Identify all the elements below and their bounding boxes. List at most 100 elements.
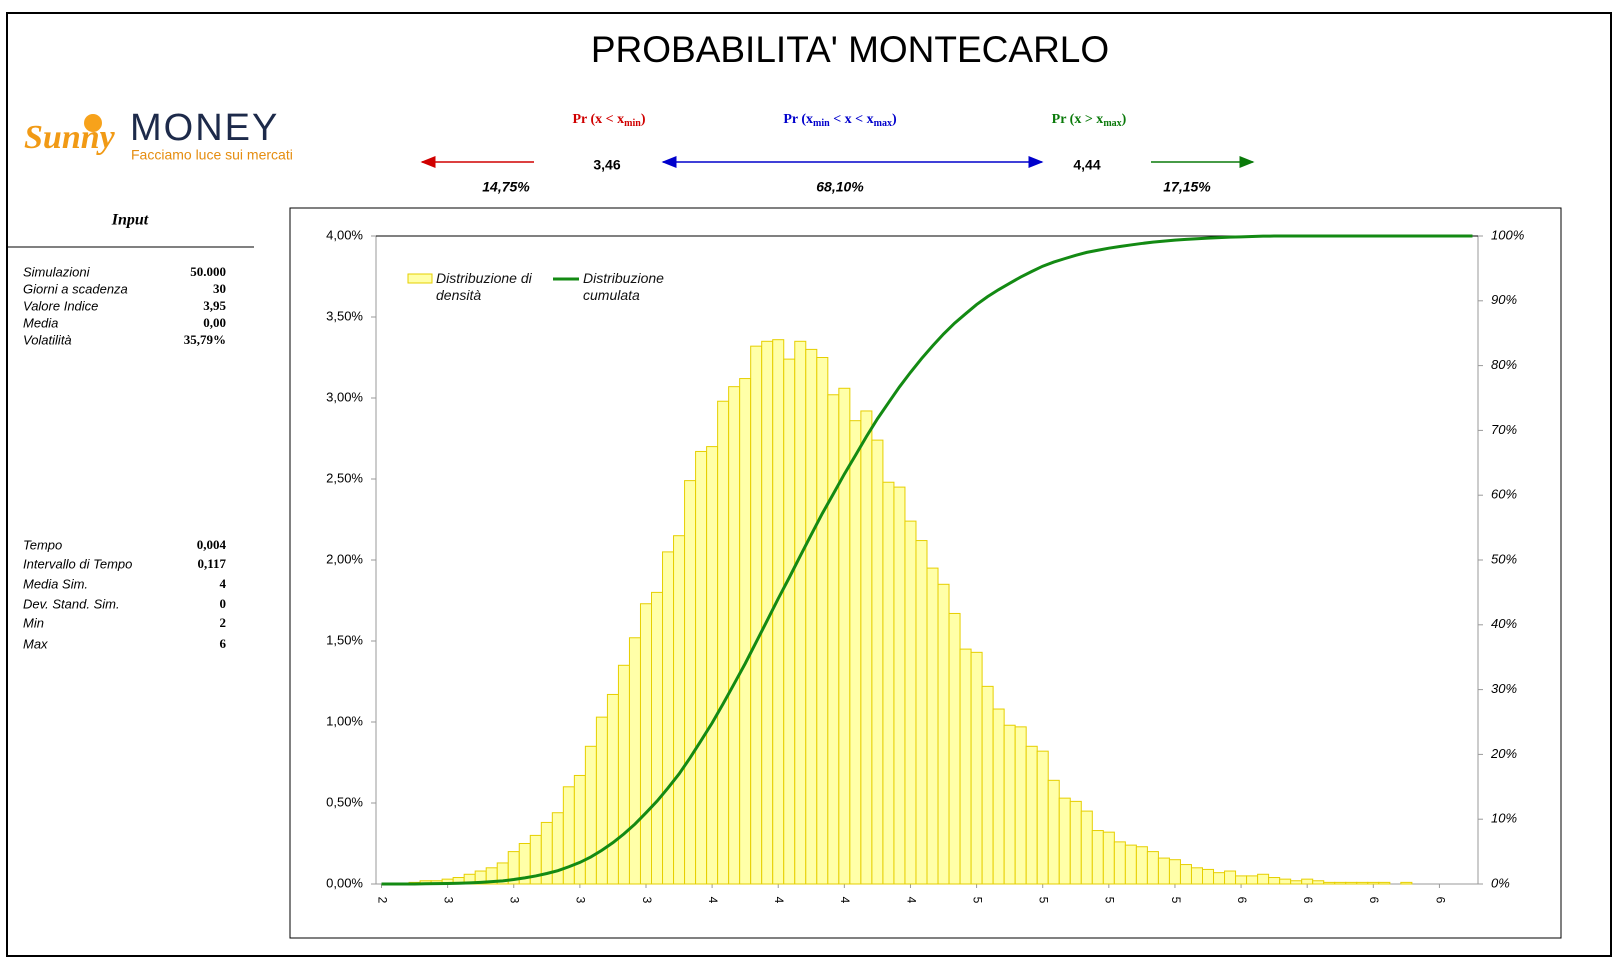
bar (860, 410, 873, 885)
bar (1323, 881, 1336, 885)
x-tick-label: 4 (904, 897, 918, 904)
bar (1268, 877, 1281, 885)
probability-label: Pr (x > xmax) (1052, 112, 1127, 129)
bar (1257, 873, 1270, 885)
bar (981, 685, 994, 885)
bar (926, 567, 939, 885)
subscript: min (813, 118, 830, 129)
input-header: Input (111, 212, 149, 229)
bar (551, 812, 564, 885)
y-tick-label: 0,50% (326, 794, 363, 809)
y2-tick-label: 20% (1490, 746, 1517, 761)
bar (893, 486, 906, 885)
x-tick-label: 3 (441, 897, 455, 904)
input-value: 0,00 (203, 315, 226, 330)
bar (992, 708, 1005, 885)
subscript: max (874, 118, 892, 129)
input-label: Volatilità (23, 332, 72, 347)
input-label: Dev. Stand. Sim. (23, 596, 120, 611)
bar (871, 439, 884, 885)
bar (1102, 831, 1115, 885)
logo-brand: Sunny (24, 119, 116, 156)
input-label: Giorni a scadenza (23, 281, 128, 296)
bar (1202, 868, 1215, 885)
bar (1014, 726, 1027, 885)
bar (739, 378, 752, 885)
y-tick-label: 2,00% (326, 551, 363, 566)
bar (794, 340, 807, 885)
bar (1224, 870, 1237, 885)
y-tick-label: 4,00% (326, 227, 363, 242)
input-value: 0,117 (197, 556, 226, 571)
probability-label: Pr (x < xmin) (573, 112, 646, 129)
input-label: Min (23, 615, 44, 630)
x-tick-label: 6 (1301, 897, 1315, 904)
input-value: 50.000 (190, 264, 226, 279)
bar (1190, 867, 1203, 885)
bar (1124, 844, 1137, 885)
bar (1157, 857, 1170, 885)
bar (717, 400, 730, 885)
bar (695, 450, 708, 885)
x-tick-label: 5 (1169, 897, 1183, 904)
input-label: Intervallo di Tempo (23, 556, 132, 571)
bar (628, 637, 641, 885)
bar (1301, 878, 1314, 885)
x-tick-label: 4 (706, 897, 720, 904)
bar (1246, 875, 1259, 885)
bar (1213, 872, 1226, 885)
x-tick-label: 6 (1433, 897, 1447, 904)
label-part: Pr (x (783, 112, 813, 127)
y-tick-label: 1,50% (326, 632, 363, 647)
label-part: ) (641, 112, 646, 127)
input-label: Max (23, 636, 48, 651)
input-value: 2 (220, 615, 227, 630)
bar (662, 551, 675, 885)
bar (959, 648, 972, 885)
y2-tick-label: 50% (1491, 551, 1517, 566)
bar (1080, 810, 1093, 885)
logo-tagline: Facciamo luce sui mercati (131, 147, 293, 163)
bar (639, 603, 652, 885)
y-tick-label: 1,00% (326, 713, 363, 728)
input-value: 0,004 (197, 537, 227, 552)
y2-tick-label: 0% (1491, 875, 1510, 890)
input-value: 35,79% (184, 332, 226, 347)
bar (651, 591, 664, 885)
bar (904, 520, 917, 885)
input-label: Simulazioni (23, 264, 91, 279)
label-part: ) (1122, 112, 1127, 127)
x-min: 3,46 (593, 157, 620, 173)
input-value: 0 (220, 596, 227, 611)
bar (1168, 859, 1181, 885)
input-label: Media Sim. (23, 576, 88, 591)
bar (948, 612, 961, 885)
bar (673, 535, 686, 885)
bar (816, 357, 829, 885)
bar (1312, 880, 1325, 885)
bar (595, 716, 608, 885)
bar (573, 774, 586, 885)
bar (1091, 830, 1104, 885)
bar (1356, 881, 1369, 885)
x-tick-label: 4 (838, 897, 852, 904)
y-tick-label: 3,00% (326, 389, 363, 404)
bar (728, 386, 741, 885)
bar (849, 420, 862, 885)
bar (706, 446, 719, 885)
x-max: 4,44 (1073, 157, 1100, 173)
legend-label: Distribuzione cumulata (583, 270, 664, 303)
y-tick-label: 0,00% (326, 875, 363, 890)
bar (750, 345, 763, 885)
subscript: min (624, 118, 641, 129)
probability-share: 14,75% (482, 179, 530, 195)
x-tick-label: 6 (1367, 897, 1381, 904)
bar (1025, 745, 1038, 885)
bar (1179, 864, 1192, 885)
x-tick-label: 3 (574, 897, 588, 904)
bar (1047, 779, 1060, 885)
bar (937, 583, 950, 885)
bar (1113, 841, 1126, 885)
